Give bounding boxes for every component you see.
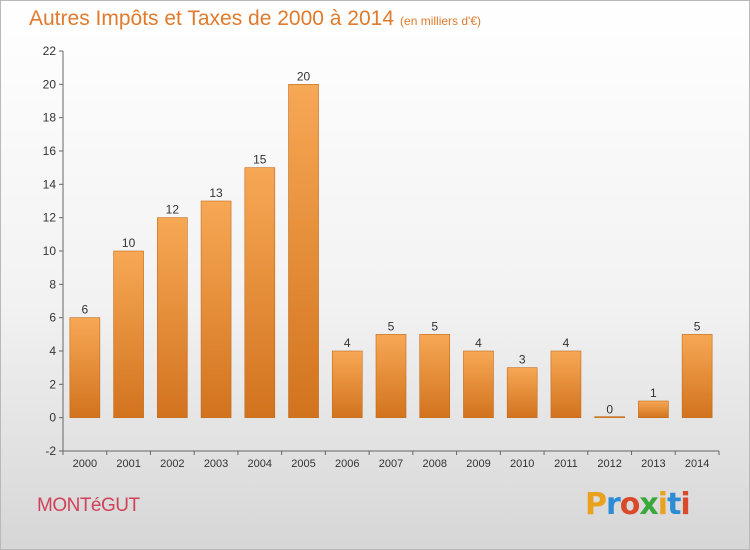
bar-2012: [594, 416, 625, 418]
logo-letter: t: [667, 487, 681, 522]
chart-title-text: Autres Impôts et Taxes de 2000 à 2014: [29, 7, 395, 30]
data-label-2003: 13: [209, 186, 223, 200]
x-tick-label-2008: 2008: [422, 458, 446, 470]
logo-letter: o: [619, 487, 641, 522]
y-tick-label: 22: [43, 44, 57, 58]
bar-2004: [244, 167, 276, 418]
data-label-2006: 4: [344, 336, 351, 350]
x-tick-label-2011: 2011: [554, 458, 578, 470]
chart-title: Autres Impôts et Taxes de 2000 à 2014 (en…: [29, 7, 481, 31]
data-label-2000: 6: [82, 303, 89, 317]
data-label-2011: 4: [563, 336, 570, 350]
bar-2010: [506, 367, 538, 418]
data-label-2012: 0: [606, 403, 613, 417]
proxiti-logo: Proxiti: [585, 487, 691, 522]
bar-2007: [375, 334, 407, 418]
bar-layer: [69, 84, 713, 418]
data-label-2013: 1: [650, 386, 657, 400]
x-tick-label-2000: 2000: [73, 458, 97, 470]
bar-2003: [200, 200, 232, 418]
y-tick-label: 2: [49, 377, 56, 391]
bar-2000: [69, 317, 101, 418]
x-tick-label-2007: 2007: [379, 458, 403, 470]
y-tick-label: 18: [43, 111, 57, 125]
logo-letter: r: [606, 487, 621, 522]
x-tick-label-2003: 2003: [204, 458, 228, 470]
data-label-2004: 15: [253, 153, 267, 167]
label-layer: 6200010200112200213200315200420200542006…: [73, 69, 710, 470]
y-tick-label: 10: [43, 244, 57, 258]
x-tick-label-2006: 2006: [335, 458, 359, 470]
logo-letter: P: [585, 487, 607, 522]
bar-2009: [463, 350, 494, 418]
x-tick-label-2005: 2005: [291, 458, 315, 470]
y-tick-label: 16: [43, 144, 57, 158]
x-tick-label-2009: 2009: [466, 458, 490, 470]
x-tick-label-2002: 2002: [160, 458, 184, 470]
logo-letter: x: [639, 487, 658, 522]
data-label-2008: 5: [431, 319, 438, 333]
bar-2014: [681, 334, 713, 418]
commune-name: MONTéGUT: [37, 495, 140, 516]
x-tick-label-2010: 2010: [510, 458, 534, 470]
data-label-2001: 10: [122, 236, 136, 250]
y-tick-label: 4: [49, 344, 56, 358]
x-tick-label-2013: 2013: [641, 458, 665, 470]
y-tick-label: 0: [49, 411, 56, 425]
bar-2013: [638, 400, 669, 418]
chart-unit: (en milliers d'€): [400, 14, 482, 28]
x-tick-label-2004: 2004: [248, 458, 272, 470]
y-tick-label: 14: [43, 177, 57, 191]
bar-2001: [113, 250, 144, 418]
data-label-2005: 20: [297, 69, 311, 83]
y-tick-label: -2: [45, 444, 56, 458]
bar-2002: [157, 217, 188, 418]
bar-2005: [288, 84, 319, 418]
logo-letter: i: [657, 487, 668, 522]
data-label-2014: 5: [694, 319, 701, 333]
bar-2011: [550, 350, 582, 418]
y-tick-label: 20: [43, 77, 57, 91]
logo-letter: i: [680, 487, 690, 522]
data-label-2007: 5: [388, 319, 395, 333]
data-label-2002: 12: [166, 203, 180, 217]
bar-2008: [419, 334, 451, 418]
y-tick-label: 12: [43, 211, 57, 225]
x-tick-label-2014: 2014: [685, 458, 709, 470]
data-label-2010: 3: [519, 353, 526, 367]
x-tick-label-2001: 2001: [116, 458, 140, 470]
x-tick-label-2012: 2012: [597, 458, 621, 470]
y-tick-label: 8: [49, 277, 56, 291]
bar-2006: [331, 350, 363, 418]
data-label-2009: 4: [475, 336, 482, 350]
y-tick-label: 6: [49, 311, 56, 325]
